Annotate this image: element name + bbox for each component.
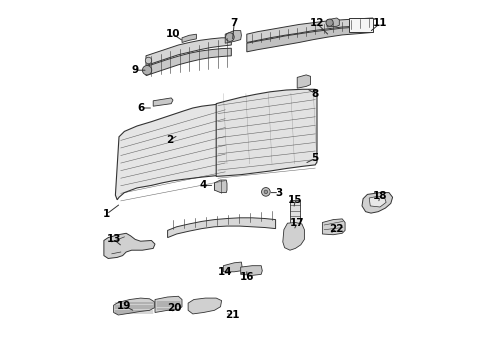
Text: 17: 17 [290,218,304,228]
Circle shape [145,57,152,64]
Polygon shape [188,298,221,314]
Polygon shape [322,219,345,235]
Polygon shape [146,48,231,76]
Text: 21: 21 [225,310,240,320]
Text: 11: 11 [373,18,387,28]
Polygon shape [369,196,386,207]
Polygon shape [114,298,154,315]
Text: 8: 8 [312,89,319,99]
Text: 22: 22 [330,224,344,234]
Polygon shape [146,38,231,66]
Text: 15: 15 [288,195,303,205]
Text: 19: 19 [117,301,132,311]
Text: 9: 9 [132,65,139,75]
Circle shape [262,188,270,196]
Text: 12: 12 [310,18,324,28]
Polygon shape [283,222,304,250]
Circle shape [143,66,152,75]
Polygon shape [247,26,373,52]
Text: 10: 10 [166,29,180,39]
Text: 18: 18 [373,191,387,201]
Polygon shape [223,262,242,272]
Polygon shape [327,18,339,27]
Polygon shape [155,296,182,312]
Polygon shape [225,31,242,43]
Polygon shape [168,218,275,238]
Text: 1: 1 [103,209,110,219]
Text: 20: 20 [168,303,182,313]
Bar [349,18,373,32]
Polygon shape [104,233,155,258]
Text: 7: 7 [230,18,238,28]
Text: 13: 13 [106,234,121,244]
Polygon shape [297,75,311,88]
Text: 4: 4 [200,180,207,190]
Polygon shape [175,121,186,131]
Polygon shape [362,193,392,213]
Circle shape [176,123,183,130]
Text: 16: 16 [240,272,254,282]
Bar [290,200,300,223]
Polygon shape [247,18,373,42]
Text: 5: 5 [312,153,319,163]
Polygon shape [182,34,196,42]
Polygon shape [153,98,173,106]
Circle shape [264,190,268,194]
Polygon shape [116,104,227,200]
Text: 2: 2 [166,135,173,145]
Circle shape [326,19,333,26]
Polygon shape [216,89,317,176]
Polygon shape [241,266,262,275]
Text: 3: 3 [275,188,283,198]
Polygon shape [215,180,227,193]
Text: 6: 6 [137,103,144,113]
Circle shape [225,33,234,41]
Text: 14: 14 [218,267,233,277]
